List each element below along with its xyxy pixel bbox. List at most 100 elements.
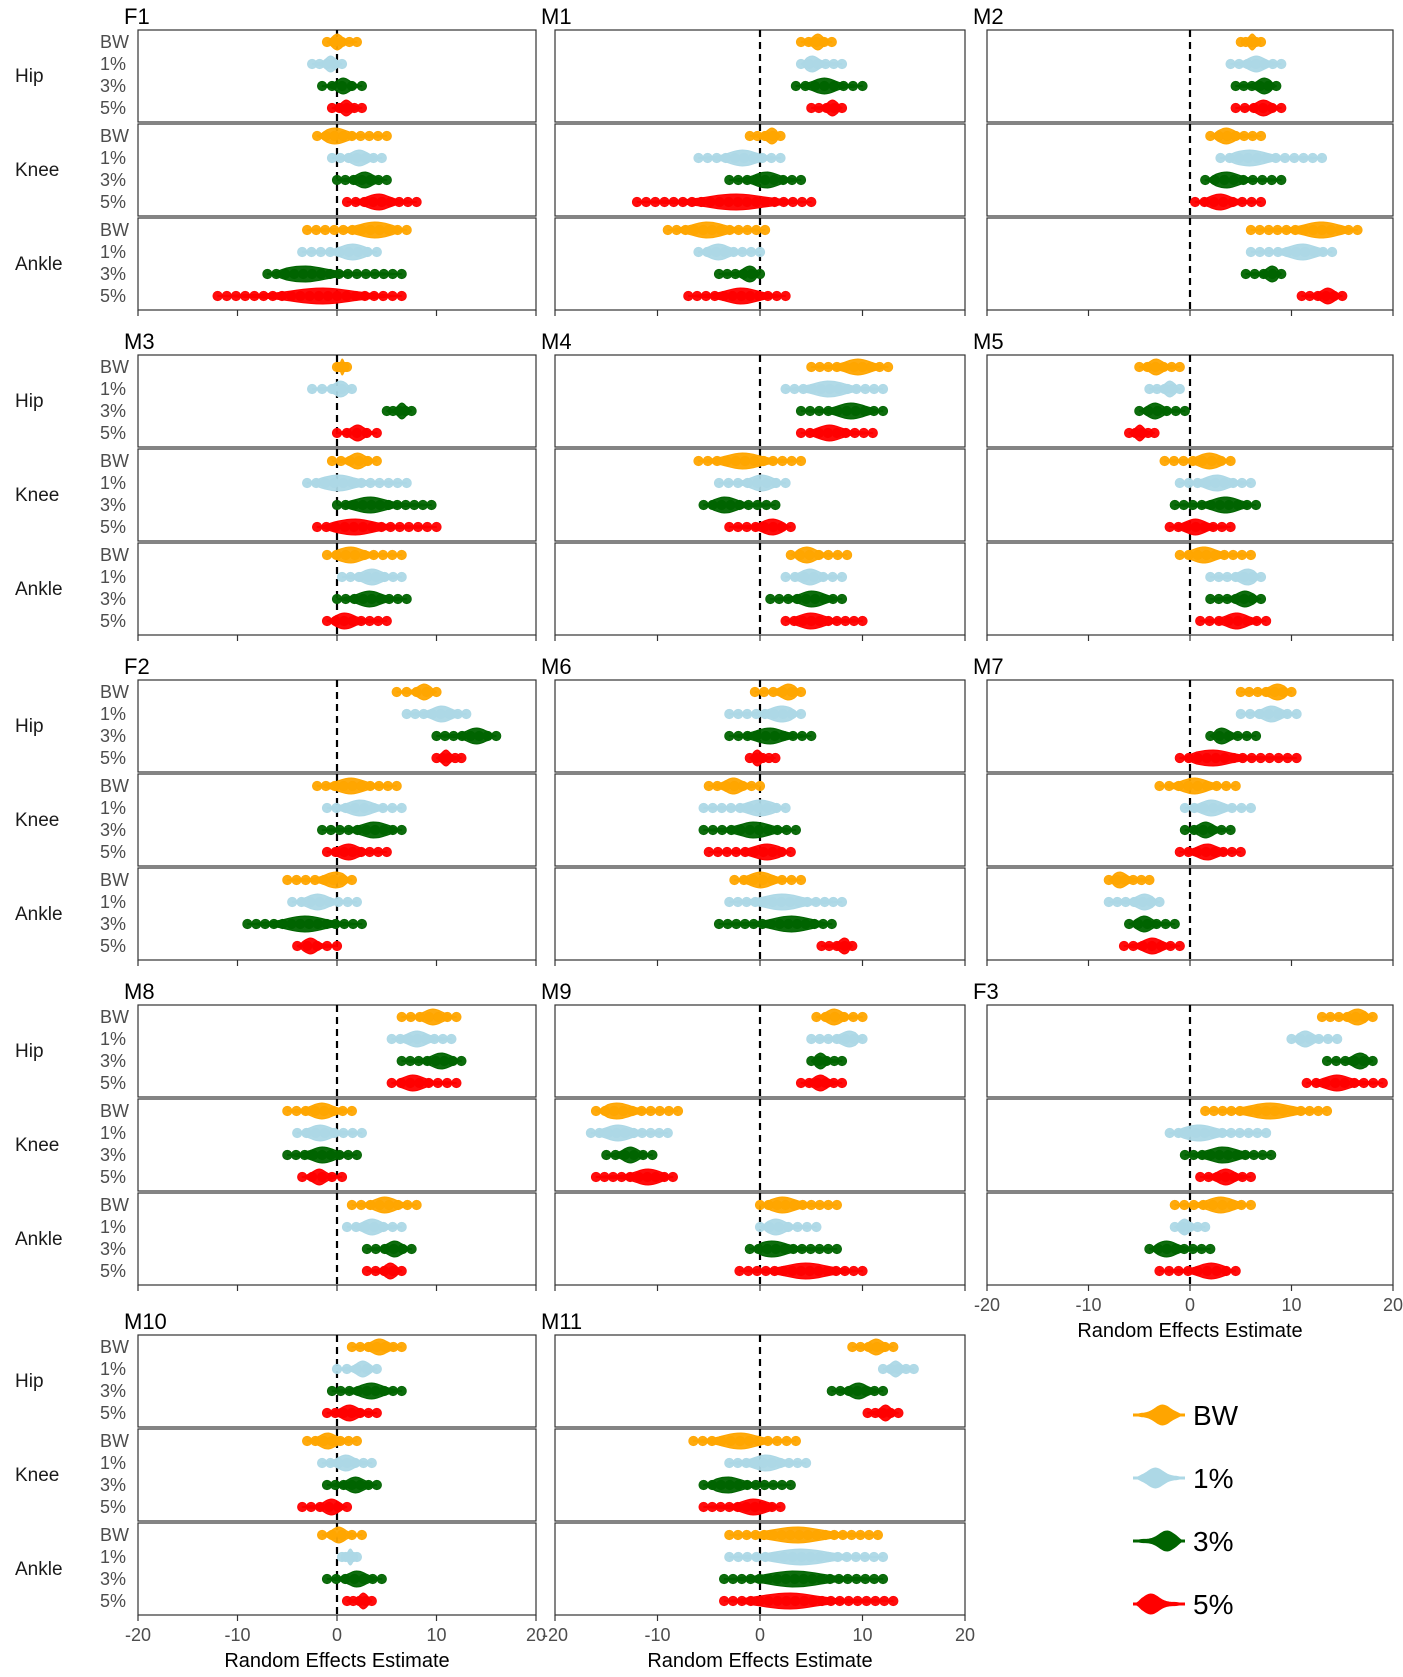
- legend-label: 5%: [1193, 1589, 1233, 1620]
- violin-M4-hip-5pct: [795, 424, 878, 442]
- condition-label: BW: [100, 776, 129, 796]
- x-tick-label: -20: [542, 1625, 568, 1645]
- violin-F2-ankle-3pct: [242, 915, 368, 933]
- violin-M9-hip-1pct: [806, 1030, 868, 1048]
- violin-M3-knee-bw: [326, 452, 382, 470]
- condition-label: 3%: [100, 1569, 126, 1589]
- violin-M2-ankle-bw: [1245, 221, 1363, 239]
- violin-F2-ankle-bw: [282, 871, 358, 889]
- violin-M7-hip-bw: [1235, 683, 1297, 701]
- violin-M1-knee-1pct: [693, 149, 786, 167]
- x-axis-label: Random Effects Estimate: [1077, 1320, 1302, 1342]
- condition-label: 1%: [100, 379, 126, 399]
- violin-M4-ankle-1pct: [780, 568, 848, 586]
- joint-label: Hip: [15, 716, 44, 737]
- violin-F1-knee-bw: [312, 127, 392, 145]
- violin-M5-knee-3pct: [1169, 496, 1262, 514]
- joint-label: Knee: [15, 485, 59, 506]
- violin-M4-knee-5pct: [724, 518, 796, 536]
- violin-M7-ankle-3pct: [1123, 915, 1180, 933]
- panel-M5: M5: [973, 329, 1394, 641]
- violin-M8-ankle-3pct: [361, 1240, 417, 1258]
- x-tick-label: 0: [332, 1625, 342, 1645]
- violin-F1-ankle-5pct: [212, 287, 407, 305]
- violin-M8-knee-bw: [282, 1102, 358, 1120]
- joint-label: Ankle: [15, 1229, 63, 1250]
- violin-M4-knee-bw: [693, 452, 807, 470]
- condition-label: 5%: [100, 286, 126, 306]
- violin-M8-ankle-1pct: [341, 1218, 407, 1236]
- panel-M4: M4: [541, 329, 966, 641]
- x-tick-label: 20: [955, 1625, 975, 1645]
- violin-M8-hip-5pct: [386, 1074, 462, 1092]
- condition-label: 3%: [100, 726, 126, 746]
- violin-F3-knee-1pct: [1164, 1124, 1272, 1142]
- condition-label: BW: [100, 451, 129, 471]
- violin-M9-knee-5pct: [590, 1168, 679, 1186]
- panel-M9: M9: [541, 979, 966, 1291]
- condition-label: 1%: [100, 567, 126, 587]
- condition-label: 3%: [100, 170, 126, 190]
- condition-label: 5%: [100, 517, 126, 537]
- condition-label: 5%: [100, 748, 126, 768]
- joint-label: Ankle: [15, 904, 63, 925]
- violin-M10-knee-bw: [302, 1432, 363, 1450]
- condition-label: 5%: [100, 1497, 126, 1517]
- violin-F1-knee-3pct: [331, 171, 392, 189]
- violin-M1-knee-bw: [744, 127, 786, 145]
- condition-label: 3%: [100, 1145, 126, 1165]
- condition-label: BW: [100, 1101, 129, 1121]
- violin-M10-knee-1pct: [317, 1454, 377, 1472]
- violin-M3-ankle-5pct: [321, 612, 392, 630]
- violin-M11-knee-1pct: [724, 1454, 812, 1472]
- joint-label: Hip: [15, 66, 44, 87]
- x-axis-label: Random Effects Estimate: [647, 1650, 872, 1672]
- panel-title: M8: [124, 979, 155, 1004]
- violin-M9-hip-bw: [811, 1008, 868, 1026]
- panel-title: M10: [124, 1309, 167, 1334]
- violin-M4-hip-1pct: [780, 380, 889, 398]
- violin-M8-hip-1pct: [386, 1030, 457, 1048]
- panel-M11: M11 -20 -10 0 10 20 Random Effects Estimate: [541, 1309, 975, 1672]
- violin-F1-hip-3pct: [317, 77, 368, 95]
- violin-F1-knee-5pct: [341, 193, 422, 211]
- joint-label: Hip: [15, 1041, 44, 1062]
- violin-M6-hip-1pct: [724, 705, 807, 723]
- violin-M5-knee-bw: [1159, 452, 1236, 470]
- violin-M9-ankle-1pct: [754, 1218, 822, 1236]
- violin-M2-ankle-3pct: [1240, 265, 1287, 283]
- violin-F3-ankle-5pct: [1154, 1262, 1241, 1280]
- violin-M10-ankle-1pct: [336, 1548, 363, 1566]
- violin-M7-ankle-1pct: [1103, 893, 1165, 911]
- violin-M5-ankle-bw: [1174, 546, 1256, 564]
- violin-M11-hip-3pct: [826, 1382, 889, 1400]
- panel-M1: M1: [541, 4, 966, 316]
- condition-label: 3%: [100, 76, 126, 96]
- violin-M8-ankle-bw: [346, 1196, 422, 1214]
- violin-M10-hip-1pct: [331, 1360, 382, 1378]
- condition-label: BW: [100, 32, 129, 52]
- violin-M3-hip-3pct: [381, 402, 417, 420]
- violin-F3-hip-1pct: [1286, 1030, 1343, 1048]
- violin-M7-ankle-5pct: [1118, 937, 1185, 955]
- panel-title: M5: [973, 329, 1004, 354]
- violin-F3-ankle-1pct: [1169, 1218, 1211, 1236]
- violin-M10-ankle-bw: [317, 1526, 368, 1544]
- condition-label: 3%: [100, 914, 126, 934]
- condition-label: BW: [100, 870, 129, 890]
- violin-M9-knee-3pct: [601, 1146, 658, 1164]
- condition-label: BW: [100, 126, 129, 146]
- condition-label: 1%: [100, 1029, 126, 1049]
- condition-label: 3%: [100, 495, 126, 515]
- condition-label: BW: [100, 1525, 129, 1545]
- condition-label: 1%: [100, 1359, 126, 1379]
- violin-M2-knee-1pct: [1215, 149, 1328, 167]
- violin-M2-hip-3pct: [1230, 77, 1282, 95]
- violin-M3-knee-1pct: [302, 474, 412, 492]
- violin-M5-hip-3pct: [1134, 402, 1190, 420]
- violin-M11-knee-bw: [688, 1432, 802, 1450]
- condition-label: 5%: [100, 842, 126, 862]
- joint-label: Knee: [15, 810, 59, 831]
- condition-label: 1%: [100, 704, 126, 724]
